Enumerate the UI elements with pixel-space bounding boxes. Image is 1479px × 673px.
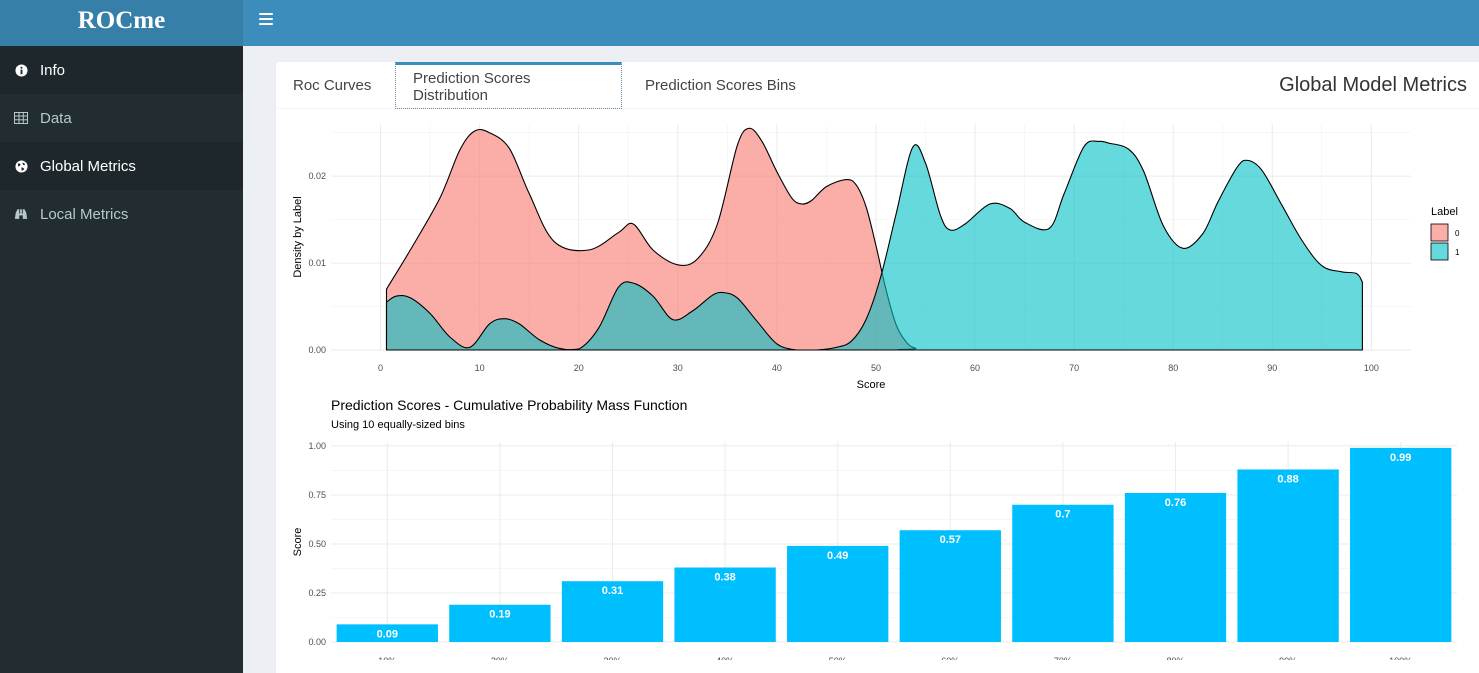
binoculars-icon [14,208,28,221]
bar-20% [449,604,551,642]
y-tick-label: 0.01 [308,258,326,268]
x-tick-label: 40 [772,363,782,373]
tab-prediction-scores-distribution[interactable]: Prediction Scores Distribution [395,62,622,109]
sidebar-item-label: Global Metrics [40,157,136,175]
bar-30% [561,581,664,642]
density-chart: 0 10 20 30 40 50 60 70 80 90 1000.000.010.02ScoreD… [292,124,1460,391]
bar-data-label: 0.09 [377,628,398,640]
x-tick-label: 30% [603,656,621,660]
y-tick-label: 0.02 [308,171,326,181]
legend-key-1 [1430,242,1449,261]
sidebar-toggle-icon[interactable] [259,13,273,25]
bar-data-label: 0.88 [1277,473,1298,485]
bar-data-label: 0.7 [1055,509,1070,521]
bar-data-label: 0.31 [602,585,623,597]
x-tick-label: 0 [378,363,383,373]
x-tick-label: 10% [378,656,396,660]
panel-title: Global Model Metrics [1279,74,1467,96]
x-tick-label: 70 [1069,363,1079,373]
bar-data-label: 0.19 [489,609,510,621]
chart-title: Prediction Scores - Cumulative Probabili… [331,397,687,413]
top-navbar [243,0,1479,46]
metrics-panel: Roc Curves Prediction Scores Distributio… [276,62,1479,673]
sidebar-item-label: Info [40,61,66,79]
y-tick-label: 0.75 [308,490,326,500]
sidebar-item-local-metrics[interactable]: Local Metrics [0,190,243,238]
x-tick-label: 20% [491,656,509,660]
x-axis-title: Score [857,379,886,391]
y-tick-label: 0.00 [308,637,326,647]
x-tick-label: 80 [1168,363,1178,373]
bar-50% [787,545,889,642]
tab-roc-curves[interactable]: Roc Curves [293,77,372,94]
bar-data-label: 0.99 [1390,452,1411,464]
bar-70% [1012,504,1114,642]
bar-data-label: 0.49 [827,550,848,562]
globe-icon [14,159,28,173]
bar-90% [1237,469,1339,642]
x-tick-label: 10 [475,363,485,373]
bar-60% [899,530,1001,642]
bar-data-label: 0.76 [1165,497,1186,509]
table-icon [14,112,28,124]
x-tick-label: 70% [1054,656,1072,660]
legend-title: Label [1431,206,1458,218]
y-tick-label: 1.00 [308,441,326,451]
tab-prediction-scores-bins[interactable]: Prediction Scores Bins [645,77,796,94]
x-tick-label: 100 [1364,363,1379,373]
x-tick-label: 60 [970,363,980,373]
legend-entry-label: 1 [1455,248,1460,257]
x-tick-label: 40% [716,656,734,660]
bar-10% [336,624,438,642]
chart-subtitle: Using 10 equally-sized bins [331,419,465,431]
y-tick-label: 0.00 [308,345,326,355]
sidebar-item-label: Data [40,109,72,127]
sidebar-item-label: Local Metrics [40,205,129,223]
x-tick-label: 60% [941,656,959,660]
bar-40% [674,567,776,642]
bar-80% [1124,492,1227,642]
bar-data-label: 0.57 [940,534,961,546]
x-tick-label: 80% [1166,656,1184,660]
x-tick-label: 20 [574,363,584,373]
x-tick-label: 50 [871,363,881,373]
sidebar: Info Data Global Metrics Local Metrics [0,46,243,673]
x-tick-label: 90% [1279,656,1297,660]
x-tick-label: 30 [673,363,683,373]
x-tick-label: 90 [1267,363,1277,373]
sidebar-item-global-metrics[interactable]: Global Metrics [0,142,243,190]
y-tick-label: 0.50 [308,539,326,549]
bar-data-label: 0.38 [714,571,735,583]
y-axis-title: Score [292,528,304,557]
bar-100% [1350,447,1452,642]
legend-entry-label: 0 [1455,229,1460,238]
legend-key-0 [1430,223,1449,242]
x-tick-label: 100% [1389,656,1412,660]
density-area-label-1 [385,140,1363,351]
cumulative-bar-chart: Prediction Scores - Cumulative Probabili… [292,397,1457,660]
y-tick-label: 0.25 [308,588,326,598]
app-logo[interactable]: ROCme [0,0,243,46]
info-circle-icon [14,63,28,77]
x-tick-label: 50% [829,656,847,660]
sidebar-item-data[interactable]: Data [0,94,243,142]
sidebar-item-info[interactable]: Info [0,46,243,94]
tab-bar: Roc Curves Prediction Scores Distributio… [276,62,1479,109]
y-axis-title: Density by Label [292,196,304,277]
